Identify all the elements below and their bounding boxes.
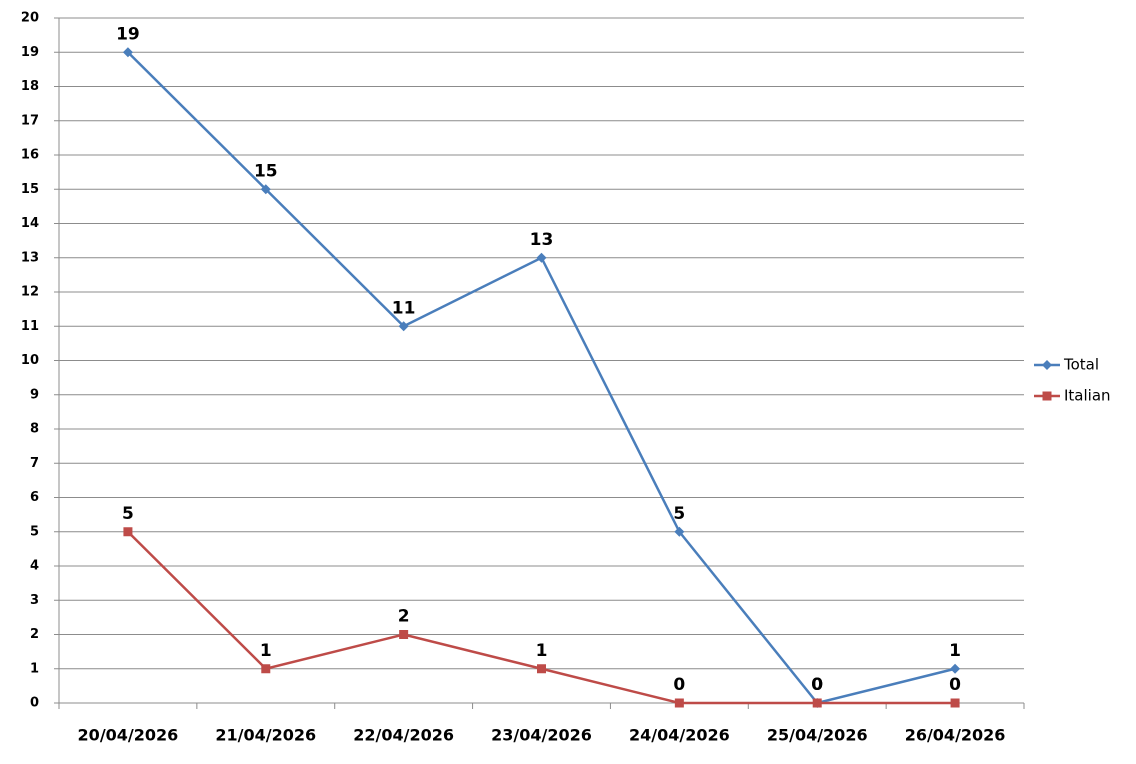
- marker: [122, 47, 133, 58]
- data-label: 15: [254, 161, 278, 181]
- y-tick-label: 1: [30, 661, 39, 676]
- y-tick-label: 7: [30, 456, 39, 471]
- data-label: 0: [673, 675, 685, 695]
- x-tick-label: 20/04/2026: [78, 726, 179, 745]
- y-tick-label: 10: [21, 353, 39, 368]
- y-tick-label: 13: [21, 250, 39, 265]
- y-tick-label: 14: [21, 216, 39, 231]
- marker: [261, 664, 271, 674]
- y-tick-label: 11: [21, 319, 39, 334]
- y-tick-label: 20: [21, 11, 39, 26]
- series-line: [127, 530, 956, 705]
- legend-marker: [1042, 391, 1052, 401]
- legend-marker: [1042, 360, 1052, 370]
- x-tick-label: 25/04/2026: [767, 726, 868, 745]
- y-tick-label: 12: [21, 285, 39, 300]
- y-tick-label: 2: [30, 627, 39, 642]
- y-tick-label: 6: [30, 490, 39, 505]
- y-tick-label: 15: [21, 182, 39, 197]
- marker: [398, 321, 409, 332]
- marker: [537, 664, 546, 674]
- x-tick-label: 23/04/2026: [491, 726, 592, 745]
- y-tick-label: 19: [21, 45, 39, 60]
- data-label: 5: [122, 504, 134, 524]
- data-label: 0: [811, 675, 823, 695]
- marker: [950, 698, 960, 708]
- y-tick-label: 0: [30, 696, 39, 711]
- x-tick-label: 22/04/2026: [353, 726, 454, 745]
- data-label: 2: [398, 607, 410, 627]
- legend-label: Total: [1063, 356, 1099, 374]
- y-tick-label: 18: [21, 79, 39, 94]
- data-label: 5: [673, 504, 685, 524]
- data-label: 19: [116, 24, 140, 44]
- y-tick-label: 8: [30, 422, 39, 437]
- marker: [674, 698, 684, 708]
- x-tick-label: 24/04/2026: [629, 726, 730, 745]
- y-tick-label: 16: [21, 148, 39, 163]
- marker: [399, 630, 409, 639]
- data-label: 0: [949, 675, 961, 695]
- marker: [123, 527, 133, 537]
- series-line: [127, 51, 956, 705]
- data-label: 1: [949, 641, 961, 661]
- marker: [536, 252, 547, 263]
- data-label: 0: [811, 675, 823, 695]
- y-tick-label: 9: [30, 387, 39, 402]
- marker: [812, 698, 822, 708]
- data-label: 13: [530, 230, 554, 250]
- y-tick-label: 17: [21, 113, 39, 128]
- legend-label: Italian: [1064, 387, 1111, 405]
- y-tick-label: 3: [30, 593, 39, 608]
- data-label: 1: [260, 641, 272, 661]
- series: 5 1 2 1 0 0 0: [122, 504, 961, 708]
- y-tick-label: 5: [30, 524, 39, 539]
- x-tick-label: 26/04/2026: [905, 726, 1006, 745]
- x-tick-label: 21/04/2026: [215, 726, 316, 745]
- marker: [674, 526, 685, 537]
- marker: [950, 663, 961, 674]
- data-label: 1: [536, 641, 548, 661]
- y-tick-label: 4: [30, 559, 39, 574]
- marker: [260, 184, 271, 195]
- data-label: 11: [392, 298, 416, 318]
